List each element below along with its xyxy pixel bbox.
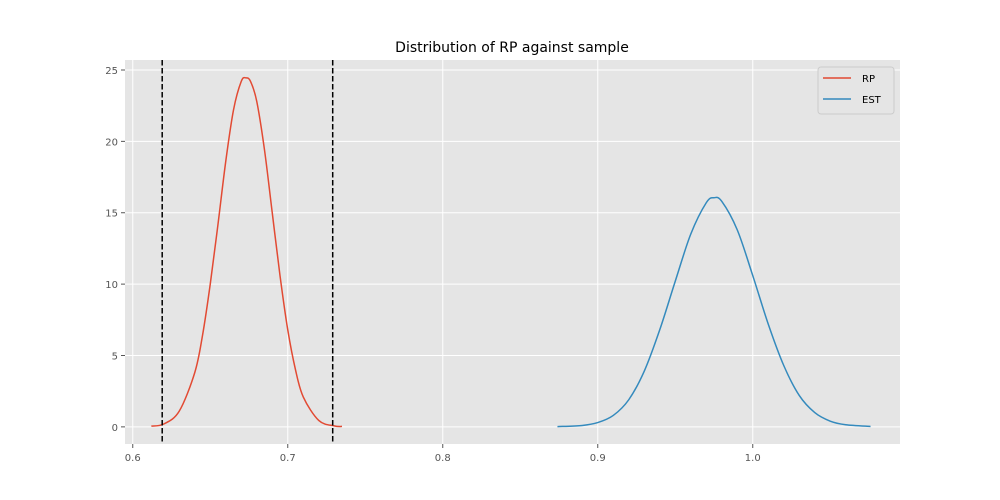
x-tick-label: 1.0: [745, 453, 761, 464]
legend-label-rp: RP: [862, 74, 875, 85]
x-axis: 0.6 0.7 0.8 0.9 1.0: [125, 444, 761, 464]
x-tick-label: 0.8: [435, 453, 451, 464]
legend: RP EST: [817, 66, 895, 115]
y-tick-label: 5: [112, 351, 118, 362]
legend-label-est: EST: [862, 95, 882, 106]
chart-title: Distribution of RP against sample: [395, 40, 629, 56]
legend-box: [817, 66, 895, 115]
grid: [125, 60, 900, 444]
series-line-rp: [151, 76, 343, 428]
series-group: [151, 76, 871, 428]
y-tick-label: 0: [112, 423, 118, 434]
y-axis: 0 5 10 15 20 25: [105, 66, 125, 434]
y-tick-label: 25: [105, 66, 118, 77]
x-tick-label: 0.9: [590, 453, 606, 464]
x-tick-label: 0.6: [125, 453, 141, 464]
series-line-est: [557, 196, 871, 428]
y-tick-label: 20: [105, 137, 118, 148]
plot-area: [125, 60, 900, 444]
y-tick-label: 10: [105, 280, 118, 291]
x-tick-label: 0.7: [280, 453, 296, 464]
reference-lines: [161, 60, 334, 444]
y-tick-label: 15: [105, 209, 118, 220]
